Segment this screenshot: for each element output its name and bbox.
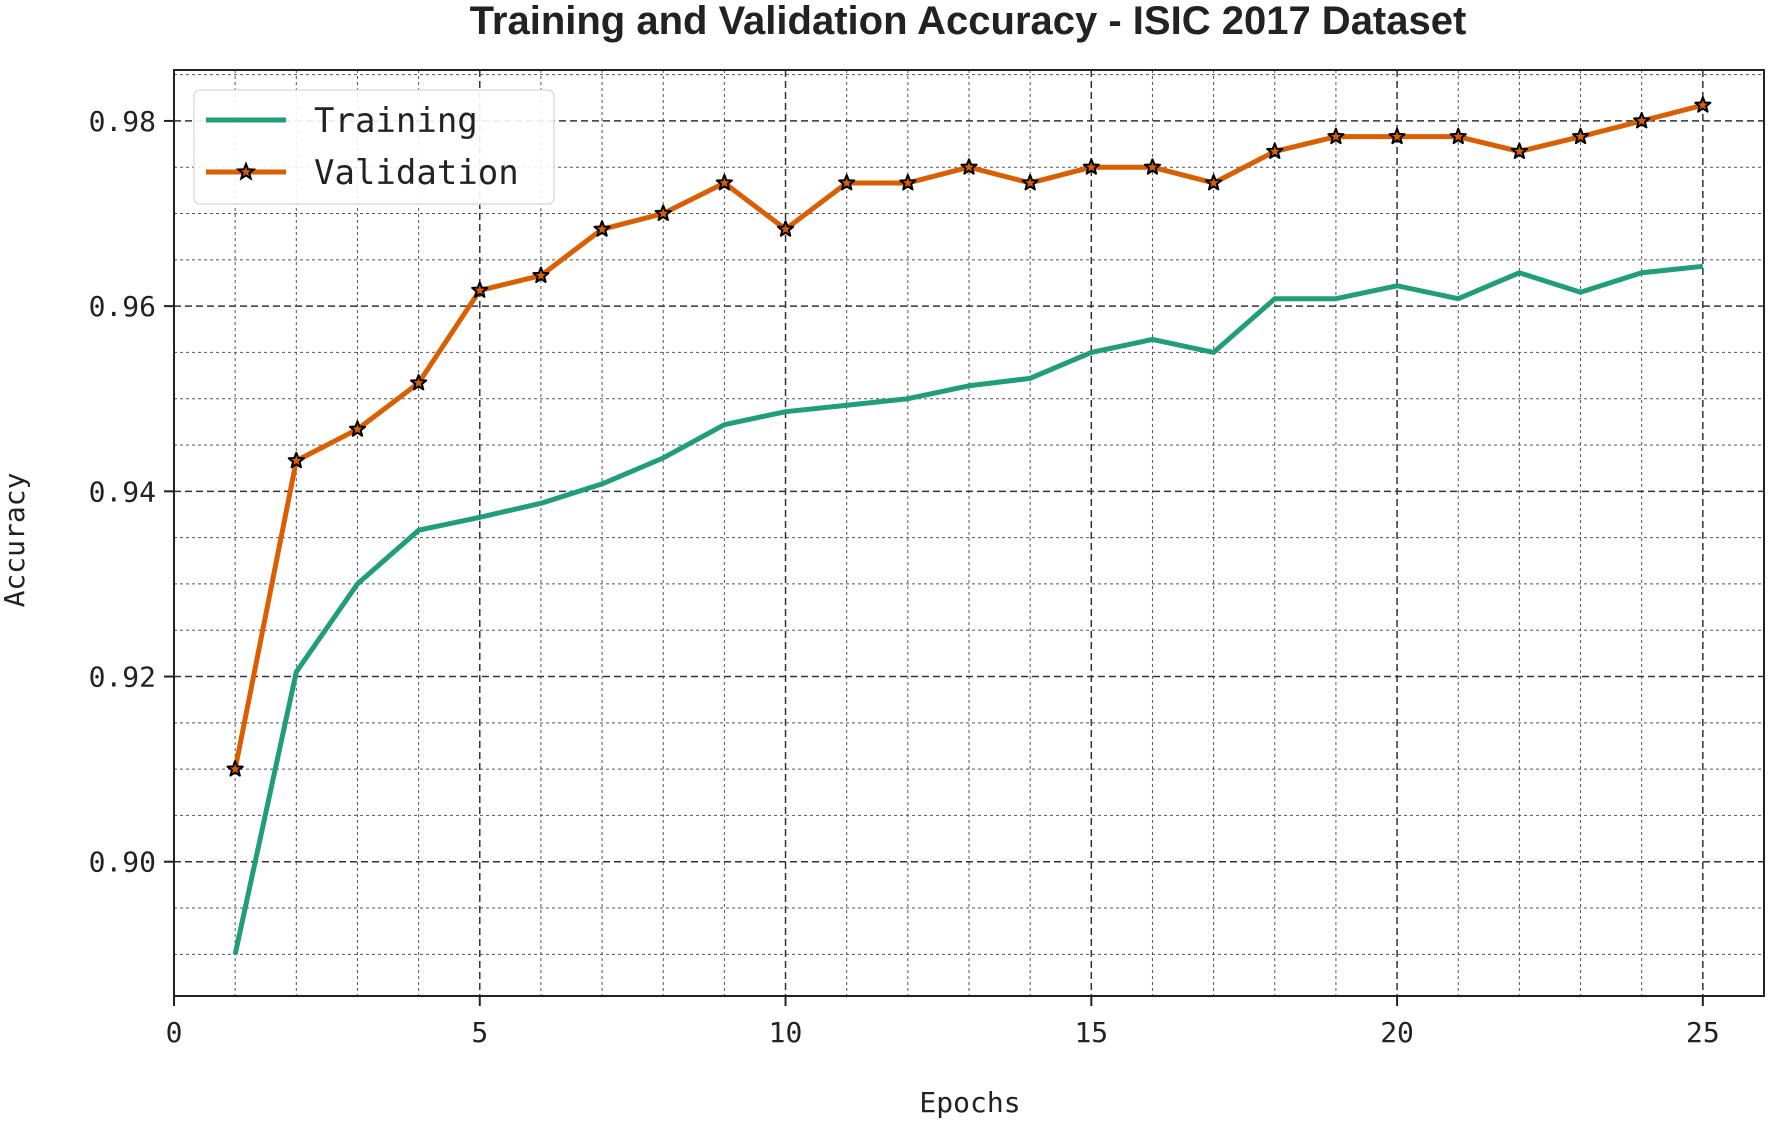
y-tick-label: 0.92 [89, 661, 156, 694]
validation-point [410, 373, 428, 391]
validation-point [1205, 173, 1223, 191]
validation-point [715, 173, 733, 191]
series-layer [226, 96, 1712, 955]
plot-frame [173, 69, 1765, 997]
validation-point [899, 173, 917, 191]
training-series-line [232, 263, 1704, 955]
y-axis-ticks: 0.90 0.92 0.94 0.96 0.98 [89, 105, 174, 879]
validation-point [287, 451, 305, 469]
validation-point [1571, 127, 1590, 145]
validation-point [532, 266, 550, 284]
validation-point [348, 420, 367, 437]
validation-point [960, 158, 978, 175]
legend: Training Validation [193, 89, 555, 205]
validation-point [776, 220, 795, 237]
y-tick-label: 0.94 [89, 475, 156, 508]
x-tick-label: 5 [471, 1016, 488, 1049]
validation-point [1021, 173, 1039, 191]
validation-point [654, 204, 672, 221]
x-tick-label: 20 [1380, 1016, 1414, 1049]
y-axis-label: Accuracy [0, 473, 31, 608]
validation-point [1694, 96, 1712, 113]
x-tick-label: 25 [1686, 1016, 1720, 1049]
validation-point [471, 281, 489, 298]
x-tick-label: 10 [769, 1016, 803, 1049]
validation-point [226, 760, 244, 777]
chart-title: Training and Validation Accuracy - ISIC … [470, 0, 1467, 43]
validation-point [1388, 127, 1406, 145]
validation-point [1266, 142, 1284, 159]
validation-point [1633, 111, 1651, 129]
y-tick-label: 0.98 [89, 105, 156, 138]
validation-point [1510, 142, 1528, 159]
validation-point [1327, 127, 1345, 145]
validation-point [838, 173, 856, 191]
x-axis-ticks: 0 5 10 15 20 25 [166, 996, 1720, 1049]
training-legend-label: Training [314, 101, 478, 141]
validation-point [1449, 127, 1467, 145]
validation-legend-marker [235, 161, 257, 181]
validation-point [1143, 158, 1162, 175]
x-tick-label: 0 [166, 1016, 183, 1049]
x-tick-label: 15 [1074, 1016, 1108, 1049]
y-tick-label: 0.96 [89, 290, 156, 323]
validation-point [593, 220, 611, 237]
y-tick-label: 0.90 [89, 846, 156, 879]
validation-legend-label: Validation [314, 153, 519, 193]
validation-point [1082, 158, 1100, 175]
x-axis-label: Epochs [919, 1086, 1020, 1119]
